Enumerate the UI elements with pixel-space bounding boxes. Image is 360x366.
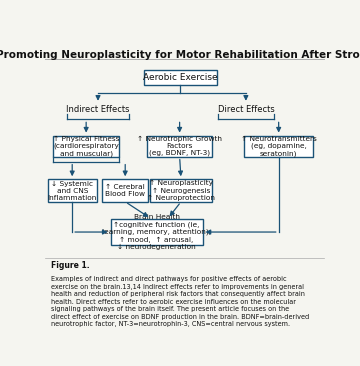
FancyBboxPatch shape bbox=[111, 219, 203, 246]
Text: ↑ Cerebral
Blood Flow: ↑ Cerebral Blood Flow bbox=[105, 184, 145, 197]
FancyBboxPatch shape bbox=[244, 135, 313, 157]
Text: Examples of indirect and direct pathways for positive effects of aerobic
exercis: Examples of indirect and direct pathways… bbox=[50, 276, 309, 328]
FancyBboxPatch shape bbox=[53, 135, 119, 157]
Text: Promoting Neuroplasticity for Motor Rehabilitation After Stroke: Promoting Neuroplasticity for Motor Reha… bbox=[0, 50, 360, 60]
Text: Figure 1.: Figure 1. bbox=[50, 261, 89, 270]
FancyBboxPatch shape bbox=[150, 179, 212, 202]
Text: Direct Effects: Direct Effects bbox=[217, 105, 274, 113]
Text: Aerobic Exercise: Aerobic Exercise bbox=[143, 73, 218, 82]
Text: ↑ Neurotrophic Growth
Factors
(eg, BDNF, NT-3): ↑ Neurotrophic Growth Factors (eg, BDNF,… bbox=[137, 136, 222, 156]
FancyBboxPatch shape bbox=[147, 135, 212, 157]
Text: ↑ Neurotransmitters
(eg, dopamine,
seratonin): ↑ Neurotransmitters (eg, dopamine, serat… bbox=[241, 135, 316, 157]
Text: Indirect Effects: Indirect Effects bbox=[66, 105, 130, 113]
Text: Brain Health
↑cognitive function (ie,
learning, memory, attention),
↑ mood,  ↑ a: Brain Health ↑cognitive function (ie, le… bbox=[102, 214, 211, 250]
FancyBboxPatch shape bbox=[48, 179, 96, 202]
FancyBboxPatch shape bbox=[144, 70, 217, 85]
Text: ↑ Neuroplasticity
↑ Neurogenesis
↑ Neuroprotection: ↑ Neuroplasticity ↑ Neurogenesis ↑ Neuro… bbox=[147, 180, 215, 201]
Text: ↓ Systemic
and CNS
Inflammation: ↓ Systemic and CNS Inflammation bbox=[48, 180, 97, 201]
Text: ↑ Physical Fitness
(cardiorespiratory
and muscular): ↑ Physical Fitness (cardiorespiratory an… bbox=[53, 135, 120, 157]
FancyBboxPatch shape bbox=[102, 179, 148, 202]
